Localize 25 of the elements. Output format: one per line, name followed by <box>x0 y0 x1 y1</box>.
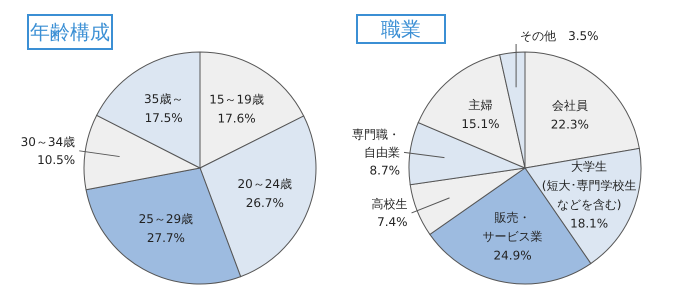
slice-label: 15～19歳 <box>209 92 264 106</box>
slice-label: 20～24歳 <box>238 176 292 191</box>
slice-label: 大学生(短大･専門学校生などを含む) <box>542 160 636 212</box>
data-label: 8.7% <box>370 163 400 178</box>
slice-label: 会社員 <box>552 98 588 112</box>
data-label: 18.1% <box>570 216 608 231</box>
data-label: 17.6% <box>217 111 256 126</box>
data-label: 7.4% <box>377 214 408 229</box>
slice-label: 35歳～ <box>144 92 184 106</box>
data-label: 22.3% <box>550 117 589 132</box>
slice-label: 主婦 <box>468 98 492 112</box>
chart-title: 年齢構成 <box>30 20 110 44</box>
slice-label: 販売・サービス業 <box>482 210 543 244</box>
slice-label: その他 3.5% <box>520 29 599 43</box>
slice-label: 30～34歳 <box>20 134 76 149</box>
slice-label: 25～29歳 <box>138 212 194 226</box>
chart-title: 職業 <box>381 17 421 41</box>
data-label: 15.1% <box>461 117 500 132</box>
data-label: 27.7% <box>146 231 185 246</box>
data-label: 17.5% <box>144 111 183 126</box>
data-label: 10.5% <box>37 152 76 167</box>
data-label: 24.9% <box>494 248 532 262</box>
slice-label: 高校生 <box>372 196 408 211</box>
slice-label: 専門職・自由業 <box>352 127 400 160</box>
data-label: 26.7% <box>246 196 284 210</box>
